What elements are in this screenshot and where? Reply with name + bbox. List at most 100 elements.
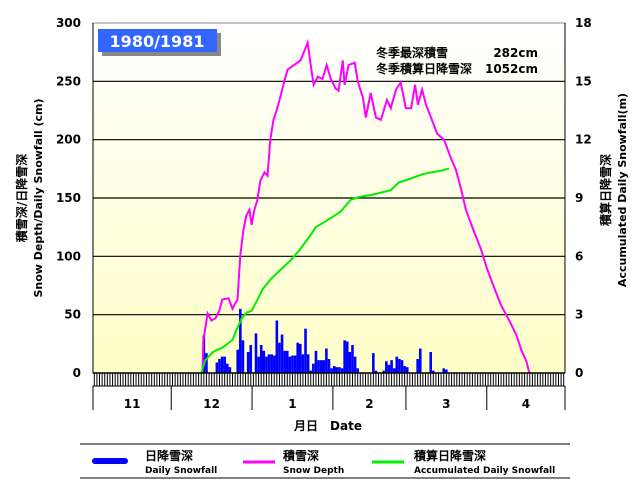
daily-snowfall-bar: [312, 363, 315, 373]
annotation-max-depth-value: 282cm: [493, 46, 538, 60]
y-tick-left-label: 200: [56, 133, 81, 147]
daily-snowfall-bar: [254, 333, 258, 373]
daily-snowfall-bar: [338, 367, 341, 373]
y-tick-left-label: 50: [64, 308, 81, 322]
daily-snowfall-bar: [330, 368, 333, 373]
daily-snowfall-bar: [223, 356, 226, 373]
daily-snowfall-bar: [385, 361, 388, 373]
annotation-total-snowfall-value: 1052cm: [485, 62, 538, 76]
daily-snowfall-bar: [299, 343, 302, 373]
daily-snowfall-bar: [309, 370, 313, 373]
month-label: 11: [124, 397, 141, 411]
daily-snowfall-bar: [278, 342, 281, 373]
daily-snowfall-bar: [285, 350, 289, 373]
daily-snowfall-bar: [325, 348, 328, 373]
daily-snowfall-bar: [236, 349, 240, 373]
x-axis-label: 月日 Date: [293, 419, 362, 433]
daily-snowfall-bar: [228, 367, 232, 373]
daily-snowfall-bar: [293, 355, 297, 373]
daily-snowfall-bar: [343, 340, 346, 373]
daily-snowfall-bar: [301, 354, 305, 373]
daily-snowfall-bar: [382, 370, 386, 373]
daily-snowfall-bar: [395, 356, 399, 373]
y-tick-right-label: 3: [575, 308, 583, 322]
daily-snowfall-bar: [340, 368, 344, 373]
daily-snowfall-bar: [445, 369, 448, 373]
daily-snowfall-bar: [387, 364, 391, 373]
daily-snowfall-bar: [348, 352, 352, 373]
daily-snowfall-bar: [432, 370, 435, 373]
daily-snowfall-bar: [241, 340, 245, 373]
month-label: 2: [365, 397, 373, 411]
y-tick-right-label: 12: [575, 133, 592, 147]
annotation-total-snowfall-label: 冬季積算日降雪深: [376, 61, 472, 76]
daily-snowfall-bar: [314, 350, 318, 373]
daily-snowfall-bar: [442, 368, 446, 373]
month-label: 3: [442, 397, 450, 411]
daily-snowfall-bar: [403, 366, 406, 373]
daily-snowfall-bar: [220, 356, 224, 373]
y-tick-left-label: 0: [73, 366, 81, 380]
y-tick-right-label: 0: [575, 366, 583, 380]
daily-snowfall-bar: [390, 360, 393, 373]
daily-snowfall-bar: [416, 359, 419, 373]
daily-snowfall-bar: [225, 363, 229, 373]
daily-snowfall-bar: [429, 352, 433, 373]
legend: 日降雪深 Daily Snowfall 積雪深 Snow Depth 積算日降雪…: [80, 443, 570, 479]
accumulated-snowfall-line: [200, 167, 450, 374]
y-tick-left-label: 300: [56, 16, 81, 30]
month-label: 12: [203, 397, 220, 411]
daily-snowfall-bar: [262, 350, 266, 373]
daily-snowfall-bar: [327, 359, 331, 373]
daily-snowfall-bar: [246, 352, 250, 373]
daily-snowfall-bar: [400, 360, 404, 373]
daily-snowfall-bar: [353, 356, 357, 373]
legend-daily-jp: 日降雪深: [145, 448, 193, 463]
legend-accum-jp: 積算日降雪深: [413, 448, 486, 463]
daily-snowfall-bar: [280, 334, 284, 373]
legend-depth-jp: 積雪深: [282, 448, 319, 463]
daily-snowfall-bar: [332, 366, 336, 373]
y-axis-right-label-jp: 積算日降雪深: [598, 154, 613, 227]
y-axis-right-label-en: Accumulated Daily Snowfall(m): [616, 93, 629, 287]
daily-snowfall-bar: [296, 342, 300, 373]
daily-snowfall-bar: [398, 359, 401, 373]
daily-snowfall-bar: [205, 353, 208, 373]
daily-snowfall-bar: [322, 360, 326, 373]
snow-depth-line: [201, 38, 531, 374]
daily-snowfall-bar: [239, 308, 242, 373]
daily-snowfall-bar: [306, 354, 310, 373]
daily-snowfall-bar: [259, 345, 263, 373]
chart-title: 1980/1981: [110, 32, 205, 51]
daily-snowfall-bar: [249, 345, 253, 373]
daily-snowfall-bar: [270, 354, 273, 373]
daily-snowfall-bar: [405, 367, 409, 373]
daily-snowfall-bar: [335, 367, 339, 373]
month-label: 1: [288, 397, 296, 411]
daily-snowfall-bar: [345, 341, 349, 373]
daily-snowfall-bar: [218, 359, 221, 373]
y-tick-right-label: 9: [575, 191, 583, 205]
daily-snowfall-bar: [356, 368, 359, 373]
y-axis-left-label-en: Snow Depth/Daily Snowfall (cm): [32, 98, 45, 297]
daily-snowfall-bar: [418, 348, 422, 373]
daily-snowfall-bar: [257, 356, 260, 373]
y-tick-right-label: 15: [575, 74, 592, 88]
daily-snowfall-bar: [291, 355, 294, 373]
daily-snowfall-bar: [215, 362, 219, 373]
daily-snowfall-bar: [272, 355, 276, 373]
daily-snowfall-bar: [265, 356, 268, 373]
y-tick-left-label: 100: [56, 249, 81, 263]
daily-snowfall-bar: [267, 354, 271, 373]
title-box: [98, 29, 217, 52]
legend-accum-en: Accumulated Daily Snowfall: [414, 466, 555, 476]
legend-depth-en: Snow Depth: [283, 466, 344, 476]
daily-snowfall-bar: [288, 356, 292, 373]
daily-snowfall-bar: [351, 345, 354, 373]
daily-snowfall-bar: [319, 360, 323, 373]
annotation-max-depth-label: 冬季最深積雪: [376, 45, 448, 60]
daily-snowfall-bar: [283, 350, 286, 373]
legend-daily-swatch: [92, 458, 128, 464]
